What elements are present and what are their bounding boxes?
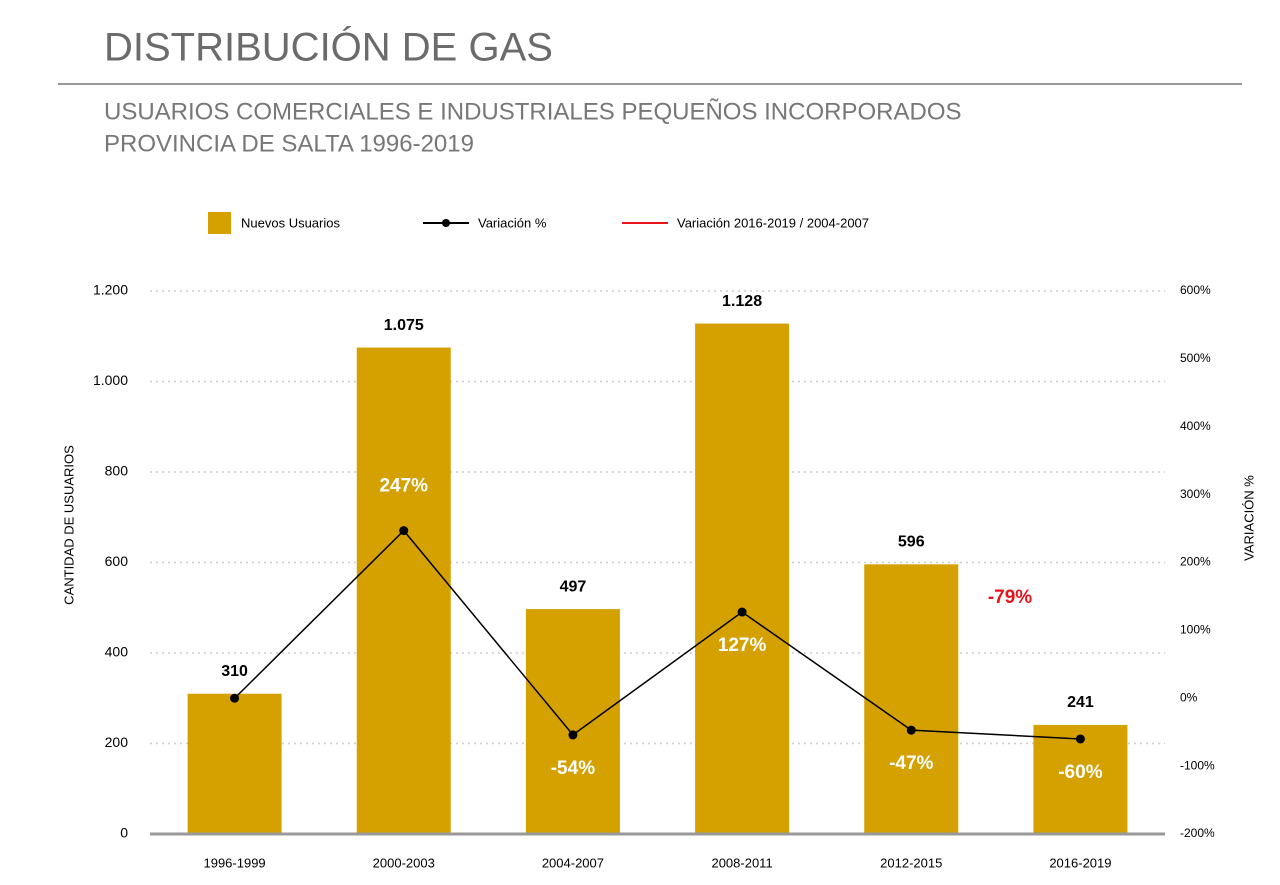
y-tick-label: 1.200	[93, 282, 128, 298]
y-axis-label: CANTIDAD DE USUARIOS	[61, 445, 76, 605]
bar-value-label: 1.128	[722, 293, 762, 310]
subtitle: USUARIOS COMERCIALES E INDUSTRIALES PEQU…	[104, 98, 962, 125]
y2-tick-label: 500%	[1180, 351, 1211, 365]
bar-value-label: 241	[1067, 694, 1094, 711]
bar	[864, 564, 959, 834]
subtitle: PROVINCIA DE SALTA 1996-2019	[104, 130, 474, 157]
y-tick-label: 1.000	[93, 372, 128, 388]
line-point	[568, 730, 578, 740]
y2-tick-label: 100%	[1180, 623, 1211, 637]
y2-tick-label: 600%	[1180, 283, 1211, 297]
bar-value-label: 596	[898, 534, 925, 551]
y-tick-label: 800	[105, 463, 129, 479]
y2-tick-label: -100%	[1180, 758, 1215, 772]
bar-value-label: 1.075	[384, 317, 424, 334]
y2-tick-label: -200%	[1180, 826, 1215, 840]
bar-value-label: 310	[221, 663, 248, 680]
chart-title: DISTRIBUCIÓN DE GAS	[104, 25, 553, 70]
bar	[356, 347, 451, 834]
line-value-label: -60%	[1058, 762, 1102, 783]
line-point	[737, 607, 747, 617]
x-tick-label: 2004-2007	[542, 855, 604, 870]
bar	[187, 693, 282, 834]
line-point	[230, 693, 240, 703]
line-point	[1075, 734, 1085, 744]
y2-tick-label: 0%	[1180, 690, 1198, 704]
legend-swatch	[442, 219, 450, 227]
y-tick-label: 400	[105, 644, 129, 660]
bar	[695, 323, 790, 834]
x-tick-label: 2008-2011	[711, 855, 772, 870]
y2-axis-label: VARIACIÓN %	[1241, 475, 1256, 561]
y2-tick-label: 400%	[1180, 419, 1211, 433]
x-tick-label: 2012-2015	[880, 855, 942, 870]
legend-swatch	[208, 212, 231, 234]
y2-tick-label: 200%	[1180, 555, 1211, 569]
line-point	[906, 725, 916, 735]
y2-tick-label: 300%	[1180, 487, 1211, 501]
legend-label: Nuevos Usuarios	[241, 215, 340, 230]
legend-label: Variación %	[478, 215, 547, 230]
x-tick-label: 2016-2019	[1049, 855, 1111, 870]
line-value-label: 127%	[718, 635, 767, 656]
line	[234, 529, 1081, 740]
y-tick-label: 600	[105, 553, 129, 569]
y-tick-label: 200	[105, 734, 129, 750]
line-value-label: -54%	[551, 758, 595, 779]
line-point	[399, 526, 409, 536]
bar	[525, 609, 620, 834]
line-value-label: 247%	[379, 476, 428, 497]
line-value-label: -47%	[889, 753, 933, 774]
x-tick-label: 1996-1999	[203, 855, 265, 870]
bar-value-label: 497	[560, 578, 587, 595]
y-tick-label: 0	[120, 825, 128, 841]
legend-label: Variación 2016-2019 / 2004-2007	[677, 215, 869, 230]
x-tick-label: 2000-2003	[373, 855, 435, 870]
annotation: -79%	[988, 587, 1032, 608]
